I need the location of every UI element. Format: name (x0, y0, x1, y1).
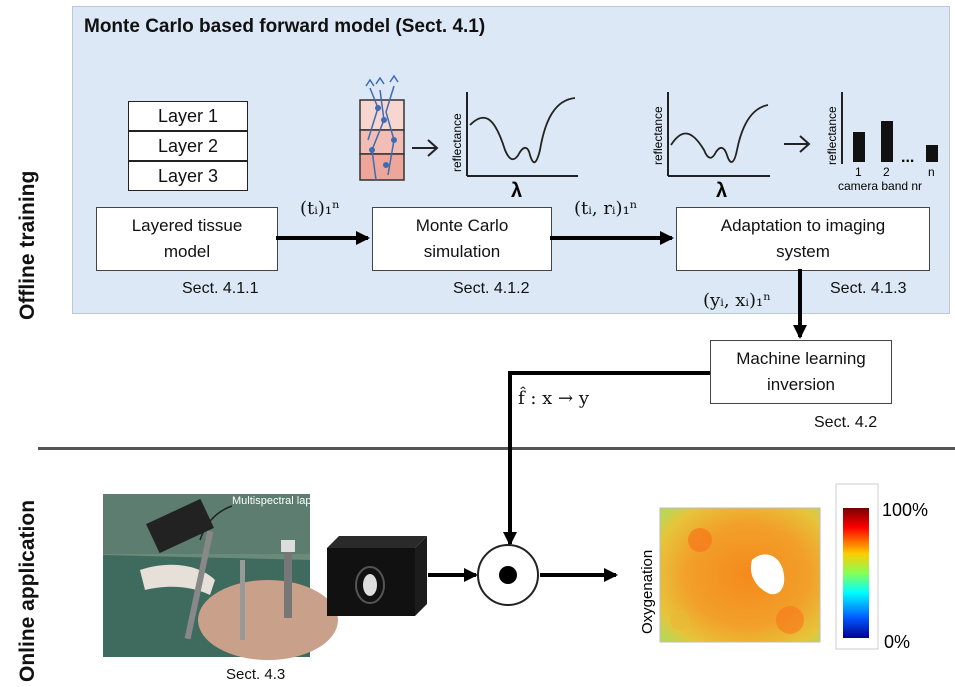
sect-4-1-3: Sect. 4.1.3 (830, 280, 907, 297)
arrow-icon-1 (412, 139, 439, 157)
sect-4-3: Sect. 4.3 (226, 666, 286, 683)
layer-1: Layer 1 (128, 101, 248, 131)
lambda-label-2: λ (716, 180, 727, 202)
bar-label-1: 1 (855, 165, 862, 179)
math-yx-n: (yᵢ, xᵢ)₁ⁿ (703, 290, 772, 311)
math-tr-n: (tᵢ, rᵢ)₁ⁿ (574, 198, 638, 219)
monte-carlo-line1: Monte Carlo (415, 216, 509, 235)
ml-inversion-line1: Machine learning (736, 349, 866, 368)
sect-4-1-2: Sect. 4.1.2 (453, 280, 530, 297)
sect-4-2: Sect. 4.2 (814, 414, 878, 431)
math-t-n: (tᵢ)₁ⁿ (300, 198, 340, 219)
adaptation-line2: system (776, 242, 830, 261)
section-divider (38, 447, 955, 450)
tissue-model-box: Layered tissue model (96, 207, 278, 271)
oxygenation-map (659, 507, 821, 643)
arrow-ml-to-combiner (503, 371, 710, 546)
monte-carlo-box: Monte Carlo simulation (372, 207, 552, 271)
reflectance-label-2: reflectance (651, 106, 665, 165)
multispectral-image-cube (327, 536, 427, 616)
ml-inversion-line2: inversion (766, 375, 836, 394)
colorbar (835, 483, 879, 650)
monte-carlo-tissue-icon (359, 74, 405, 181)
reflectance-label-3: reflectance (825, 106, 839, 165)
tissue-model-line2: model (163, 242, 211, 261)
layer-2: Layer 2 (128, 131, 248, 161)
colorbar-max: 100% (882, 500, 928, 520)
laparoscope-photo (103, 494, 338, 660)
sect-4-1-1: Sect. 4.1.1 (182, 280, 259, 297)
bar-label-2: 2 (883, 165, 890, 179)
adaptation-box: Adaptation to imaging system (676, 207, 930, 271)
bar-dots: ... (901, 149, 914, 166)
laparoscope-label: Multispectral laparoscope (232, 495, 357, 507)
reflectance-label-1: reflectance (450, 113, 464, 172)
tissue-model-line1: Layered tissue (131, 216, 243, 235)
oxygenation-label: Oxygenation (639, 550, 656, 634)
colorbar-min: 0% (884, 632, 910, 652)
reflectance-plot-2 (667, 92, 770, 177)
adaptation-line1: Adaptation to imaging (720, 216, 886, 235)
math-f-map: f̂ : x → y (518, 388, 590, 409)
lambda-label-1: λ (511, 180, 522, 202)
camera-band-chart (841, 92, 938, 164)
arrow-icon-2 (784, 135, 811, 153)
camera-band-label: camera band nr (838, 179, 922, 193)
panel-title: Monte Carlo based forward model (Sect. 4… (84, 16, 486, 37)
layer-3: Layer 3 (128, 161, 248, 191)
ml-inversion-box: Machine learning inversion (710, 340, 892, 404)
combiner-node (477, 544, 539, 606)
reflectance-plot-1 (466, 92, 578, 177)
monte-carlo-line2: simulation (423, 242, 501, 261)
bar-label-n: n (928, 165, 935, 179)
